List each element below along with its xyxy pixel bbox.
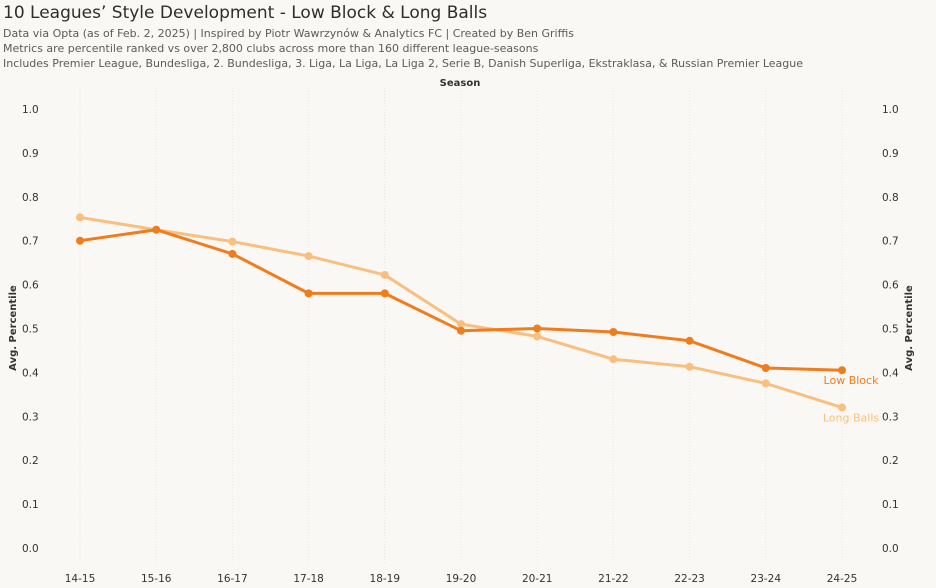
y-tick-label-left: 0.6: [22, 280, 39, 292]
low-block-point: [761, 364, 770, 373]
long-balls-point: [380, 270, 389, 279]
low-block-point: [457, 326, 465, 335]
y-axis-title-right: Avg. Percentile: [904, 285, 915, 371]
low-block-point: [533, 324, 542, 333]
y-axis-ticks: 0.0 0.0 0.1 0.1 0.2 0.2 0.3 0.3 0.4 0.4 0.5 0.5 0.6 0…: [22, 104, 899, 555]
low-block-point: [152, 225, 161, 234]
y-tick-label-right: 0.8: [882, 192, 899, 204]
x-axis-ticks: 14-15 15-16 16-17 17-18 18-19 19-20 20-21 21-22…: [65, 573, 858, 585]
low-block-point: [76, 236, 84, 245]
long-balls-point: [76, 213, 84, 222]
y-tick-label-right: 0.9: [882, 148, 899, 160]
long-balls-point: [609, 355, 618, 364]
y-tick-label-right: 0.3: [882, 411, 899, 423]
y-tick-label-left: 0.0: [22, 543, 39, 555]
x-tick-label: 14-15: [65, 573, 96, 585]
chart-title: 10 Leagues’ Style Development - Low Bloc…: [3, 3, 488, 23]
long-balls-label: Long Balls: [823, 412, 880, 425]
x-tick-label: 15-16: [141, 573, 172, 585]
long-balls-point: [457, 320, 465, 329]
y-tick-label-left: 0.5: [22, 324, 39, 336]
low-block-label: Low Block: [824, 374, 880, 387]
x-tick-label: 24-25: [827, 573, 858, 585]
y-tick-label-right: 0.0: [882, 543, 899, 555]
y-tick-label-right: 1.0: [882, 104, 899, 116]
long-balls-point: [304, 252, 313, 261]
y-tick-label-left: 0.1: [22, 499, 39, 511]
y-tick-label-right: 0.4: [882, 367, 899, 379]
low-block-point: [838, 366, 846, 375]
long-balls-point: [685, 362, 694, 371]
x-tick-label: 16-17: [217, 573, 248, 585]
y-tick-label-right: 0.5: [882, 324, 899, 336]
y-tick-label-right: 0.6: [882, 280, 899, 292]
x-axis-title: Season: [440, 78, 481, 89]
y-tick-label-left: 0.7: [22, 236, 39, 248]
y-tick-label-left: 0.2: [22, 455, 39, 467]
low-block-point: [228, 249, 237, 258]
y-tick-label-left: 0.8: [22, 192, 39, 204]
x-tick-label: 19-20: [446, 573, 477, 585]
low-block-point: [685, 336, 694, 345]
x-tick-label: 17-18: [293, 573, 324, 585]
long-balls-point: [838, 403, 846, 412]
y-tick-label-right: 0.1: [882, 499, 899, 511]
x-tick-label: 18-19: [370, 573, 401, 585]
y-tick-label-left: 1.0: [22, 104, 39, 116]
y-tick-label-left: 0.3: [22, 411, 39, 423]
x-tick-label: 23-24: [751, 573, 782, 585]
long-balls-point: [761, 379, 770, 388]
y-axis-title-left: Avg. Percentile: [8, 285, 19, 371]
long-balls-point: [228, 237, 237, 246]
subtitle-leagues: Includes Premier League, Bundesliga, 2. …: [3, 57, 804, 70]
long-balls-point: [533, 332, 542, 341]
low-block-point: [304, 289, 313, 298]
x-tick-label: 21-22: [598, 573, 629, 585]
y-tick-label-right: 0.2: [882, 455, 899, 467]
y-tick-label-right: 0.7: [882, 236, 899, 248]
low-block-point: [609, 328, 618, 337]
x-tick-label: 22-23: [674, 573, 705, 585]
y-tick-label-left: 0.9: [22, 148, 39, 160]
y-tick-label-left: 0.4: [22, 367, 39, 379]
low-block-point: [380, 289, 389, 298]
x-tick-label: 20-21: [522, 573, 553, 585]
subtitle-method: Metrics are percentile ranked vs over 2,…: [3, 42, 539, 55]
subtitle-source: Data via Opta (as of Feb. 2, 2025) | Ins…: [3, 27, 574, 40]
series-group: Long Balls Low Block: [76, 213, 880, 425]
